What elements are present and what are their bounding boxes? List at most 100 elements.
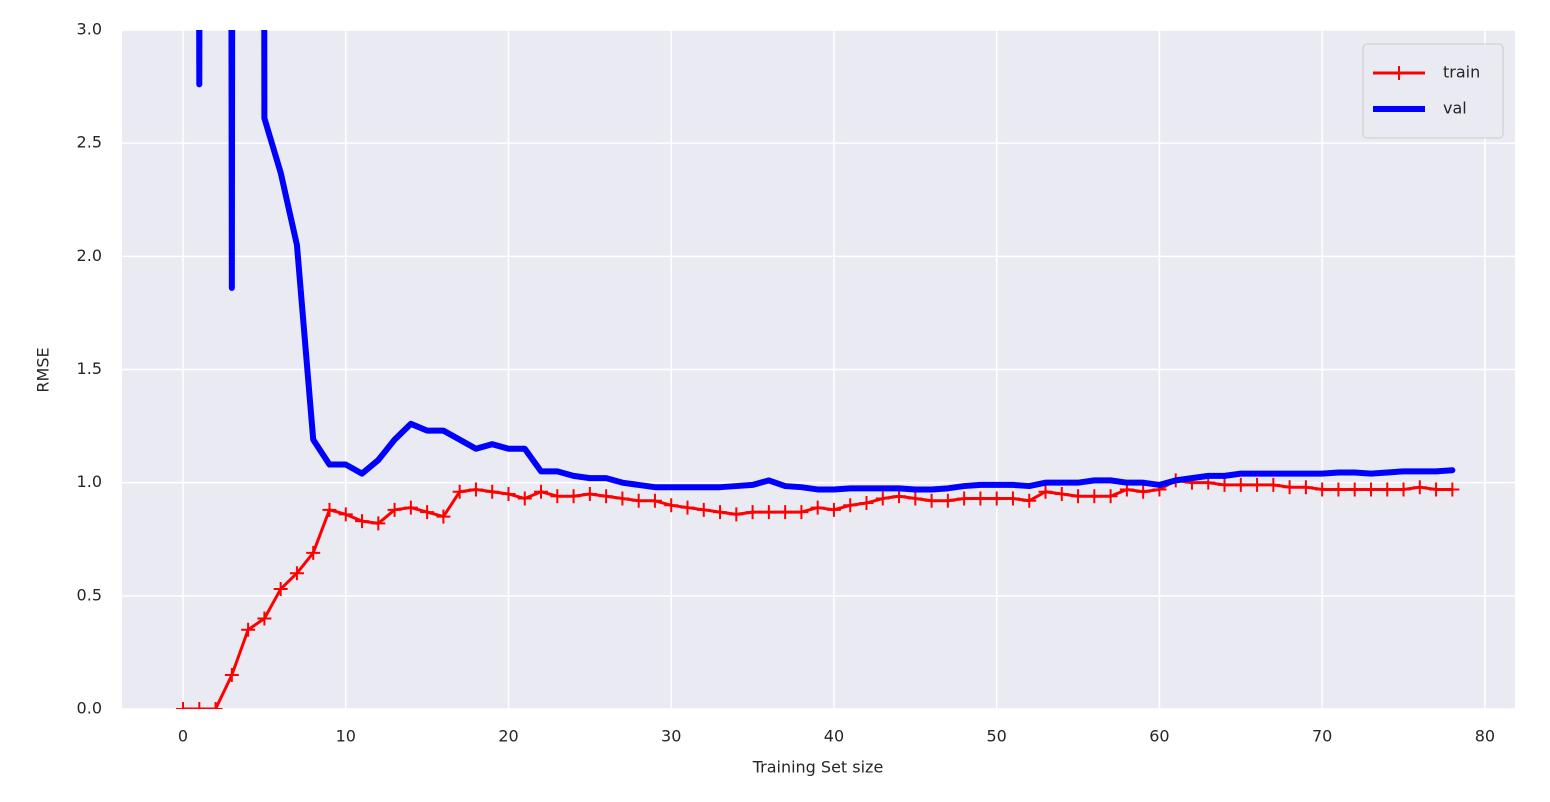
point-marker [1445, 482, 1460, 497]
x-tick-label: 80 [1475, 727, 1495, 746]
point-marker [1363, 482, 1378, 497]
point-marker [1233, 477, 1248, 492]
point-marker [192, 702, 207, 709]
point-marker [778, 505, 793, 520]
point-marker [1412, 480, 1427, 495]
x-axis-label: Training Set size [752, 758, 884, 777]
point-marker [1217, 477, 1232, 492]
point-marker [1136, 484, 1151, 499]
point-marker [1266, 477, 1281, 492]
point-marker [241, 622, 256, 637]
point-marker [1331, 482, 1346, 497]
point-marker [1005, 491, 1020, 506]
lines [176, 30, 1460, 709]
legend-label: val [1443, 99, 1467, 118]
point-marker [826, 502, 841, 517]
point-marker [1071, 489, 1086, 504]
x-tick-label: 30 [661, 727, 681, 746]
y-tick-label: 2.5 [77, 133, 102, 152]
point-marker [582, 486, 597, 501]
point-marker [501, 486, 516, 501]
grid [122, 29, 1515, 710]
y-tick-label: 1.5 [77, 359, 102, 378]
point-marker [176, 702, 191, 709]
point-marker [761, 505, 776, 520]
point-marker [289, 566, 304, 581]
point-marker [485, 484, 500, 499]
point-marker [1429, 482, 1444, 497]
point-marker [957, 491, 972, 506]
y-tick-label: 1.0 [77, 472, 102, 491]
x-tick-label: 70 [1312, 727, 1332, 746]
point-marker [550, 489, 565, 504]
point-marker [875, 491, 890, 506]
point-marker [1054, 486, 1069, 501]
point-marker [338, 507, 353, 522]
legend: train val [1362, 43, 1504, 139]
point-marker [599, 489, 614, 504]
x-tick-label: 40 [824, 727, 844, 746]
point-marker [729, 507, 744, 522]
point-marker [420, 505, 435, 520]
point-marker [224, 668, 239, 683]
point-marker [680, 500, 695, 515]
point-marker [989, 491, 1004, 506]
point-marker [566, 489, 581, 504]
x-tick-label: 50 [987, 727, 1007, 746]
point-marker [306, 545, 321, 560]
point-marker [1298, 480, 1313, 495]
y-tick-label: 2.0 [77, 246, 102, 265]
x-tick-label: 60 [1149, 727, 1169, 746]
point-marker [371, 516, 386, 531]
point-marker [534, 484, 549, 499]
point-marker [940, 493, 955, 508]
point-marker [794, 505, 809, 520]
point-marker [647, 493, 662, 508]
y-tick-label: 3.0 [77, 20, 102, 39]
point-marker [664, 498, 679, 513]
point-marker [1282, 480, 1297, 495]
legend-marker [1392, 66, 1406, 80]
point-marker [615, 491, 630, 506]
legend-box [1362, 43, 1504, 139]
point-marker [322, 502, 337, 517]
point-marker [517, 491, 532, 506]
x-tick-label: 0 [178, 727, 188, 746]
point-marker [257, 611, 272, 626]
point-marker [810, 500, 825, 515]
y-tick-label: 0.5 [77, 585, 102, 604]
point-marker [452, 484, 467, 499]
point-marker [1347, 482, 1362, 497]
point-marker [468, 482, 483, 497]
x-tick-label: 10 [336, 727, 356, 746]
point-marker [713, 505, 728, 520]
point-marker [1380, 482, 1395, 497]
point-marker [1038, 484, 1053, 499]
series-line [196, 30, 1456, 493]
point-marker [924, 493, 939, 508]
point-marker [403, 500, 418, 515]
point-marker [1087, 489, 1102, 504]
point-marker [273, 582, 288, 597]
point-marker [355, 514, 370, 529]
x-tick-label: 20 [498, 727, 518, 746]
point-marker [745, 505, 760, 520]
point-marker [387, 502, 402, 517]
point-marker [892, 489, 907, 504]
point-marker [1396, 482, 1411, 497]
point-marker [843, 498, 858, 513]
point-marker [208, 702, 223, 709]
point-marker [1022, 493, 1037, 508]
point-marker [1250, 477, 1265, 492]
point-marker [973, 491, 988, 506]
point-marker [859, 496, 874, 511]
y-axis-label: RMSE [34, 347, 53, 392]
point-marker [908, 491, 923, 506]
point-marker [631, 493, 646, 508]
y-tick-label: 0.0 [77, 699, 102, 718]
point-marker [1315, 482, 1330, 497]
point-marker [696, 502, 711, 517]
labels: 0 10 20 30 40 50 60 70 80 0.0 0.5 1.0 1.5 2.0 2.5 3.0 [77, 20, 1496, 746]
point-marker [436, 509, 451, 524]
